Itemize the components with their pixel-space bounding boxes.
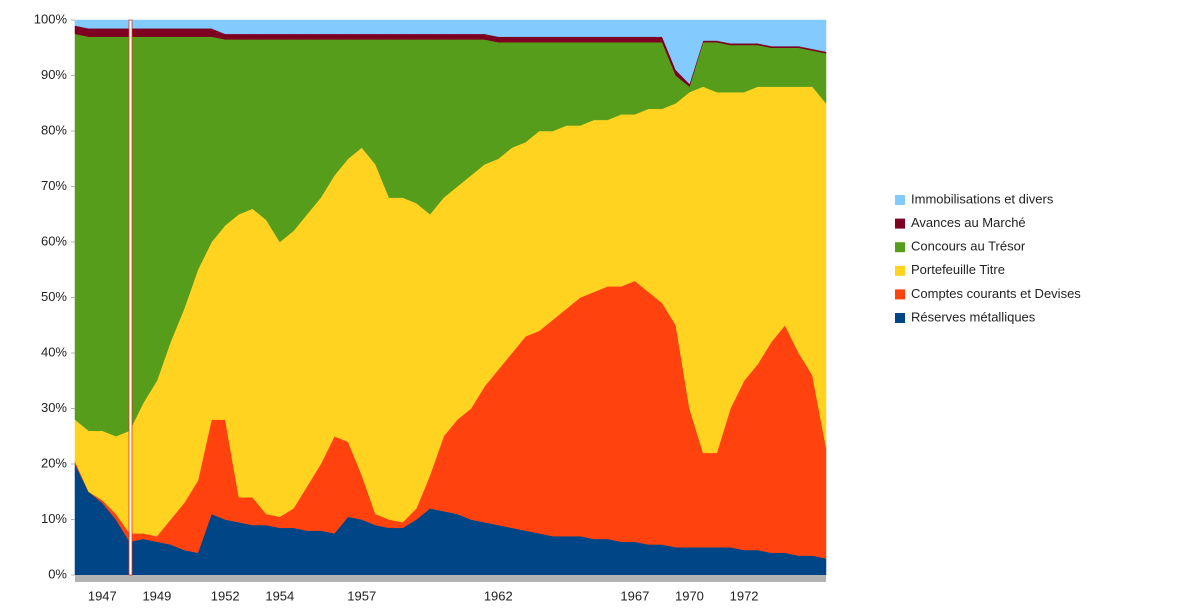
y-tick-label: 20% xyxy=(41,455,67,470)
legend-label: Concours au Trésor xyxy=(911,239,1026,254)
legend-swatch xyxy=(895,195,905,205)
legend-swatch xyxy=(895,265,905,276)
marker-line xyxy=(128,19,133,576)
legend-label: Immobilisations et divers xyxy=(911,191,1054,206)
x-axis-bar xyxy=(75,575,826,582)
x-tick-label: 1954 xyxy=(265,588,294,603)
y-tick-label: 80% xyxy=(41,122,67,137)
x-tick-label: 1957 xyxy=(347,588,376,603)
area xyxy=(74,19,827,85)
y-tick-label: 40% xyxy=(41,344,67,359)
y-tick-label: 100% xyxy=(34,11,68,26)
y-tick-label: 10% xyxy=(41,511,67,526)
x-tick-label: 1949 xyxy=(142,588,171,603)
legend-swatch xyxy=(895,313,905,323)
y-tick-label: 0% xyxy=(48,566,67,581)
y-tick-label: 90% xyxy=(41,67,67,82)
y-tick-label: 70% xyxy=(41,178,67,193)
legend-label: Comptes courants et Devises xyxy=(911,286,1081,301)
x-tick-label: 1970 xyxy=(675,588,704,603)
y-tick-label: 50% xyxy=(41,289,67,304)
y-tick-label: 30% xyxy=(41,400,67,415)
legend-label: Réserves métalliques xyxy=(911,309,1036,324)
x-tick-label: 1972 xyxy=(730,588,759,603)
x-tick-label: 1962 xyxy=(484,588,513,603)
legend-label: Portefeuille Titre xyxy=(911,262,1005,277)
x-tick-label: 1967 xyxy=(620,588,649,603)
x-tick-label: 1952 xyxy=(211,588,240,603)
legend-label: Avances au Marché xyxy=(911,215,1026,230)
legend-swatch xyxy=(895,289,905,300)
legend-swatch xyxy=(895,218,905,229)
legend-swatch xyxy=(895,242,905,253)
y-tick-label: 60% xyxy=(41,233,67,248)
x-tick-label: 1947 xyxy=(88,588,117,603)
plot-area xyxy=(74,19,827,576)
